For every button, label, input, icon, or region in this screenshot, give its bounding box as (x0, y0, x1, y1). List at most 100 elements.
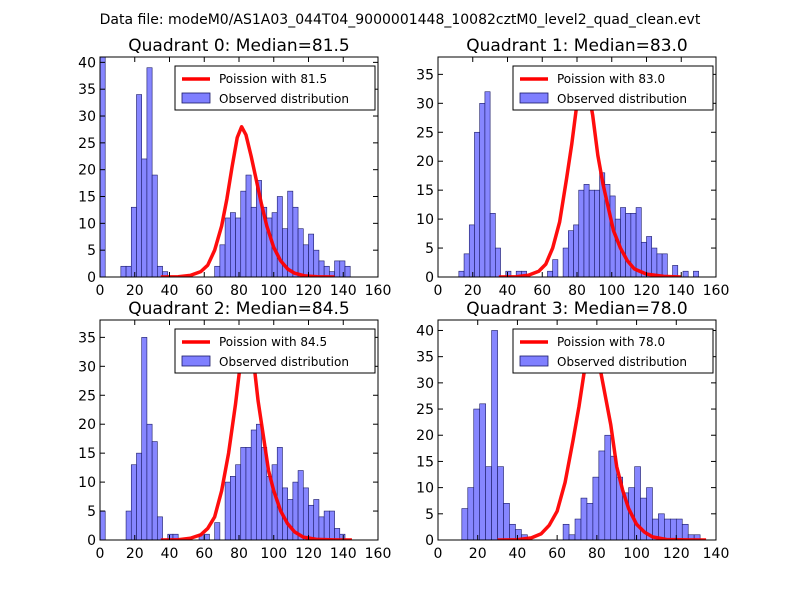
histogram-bar (256, 423, 262, 540)
x-tick-label: 140 (330, 283, 357, 299)
x-tick-label: 160 (365, 546, 392, 562)
histogram-bar (297, 470, 304, 540)
histogram-bar (219, 244, 226, 277)
x-tick-label: 40 (161, 546, 179, 562)
x-tick-label: 20 (469, 546, 487, 562)
histogram-bar (157, 516, 163, 540)
y-tick-label: 20 (78, 163, 96, 179)
histogram-bar (292, 206, 299, 277)
x-tick-label: 140 (668, 283, 695, 299)
histogram-bar (693, 270, 699, 277)
y-tick-label: 35 (78, 330, 96, 346)
y-tick-label: 25 (416, 402, 434, 418)
y-tick-label: 25 (78, 388, 96, 404)
histogram-bar (484, 91, 491, 277)
axes-frame (437, 319, 717, 541)
y-tick-label: 35 (416, 350, 434, 366)
chart-title: Quadrant 2: Median=84.5 (128, 299, 350, 319)
legend-bar-swatch (181, 92, 211, 104)
chart-title: Quadrant 1: Median=83.0 (466, 36, 688, 56)
histogram-bar (580, 497, 588, 540)
histogram-bar (162, 271, 169, 277)
histogram-bar (151, 174, 158, 277)
x-tick-label: 100 (260, 283, 287, 299)
histogram-bar (651, 247, 658, 277)
x-tick-label: 60 (533, 283, 551, 299)
histogram-bar (661, 253, 668, 277)
histogram-bar (141, 337, 148, 540)
legend-label-observed: Observed distribution (219, 355, 349, 369)
x-tick-label: 160 (365, 283, 392, 299)
histogram-bar (474, 131, 480, 277)
histogram-bar (578, 189, 585, 277)
y-tick-label: 35 (78, 82, 96, 98)
histogram-bar (586, 503, 594, 540)
x-tick-label: 140 (703, 546, 730, 562)
chart-title: Quadrant 3: Median=78.0 (466, 299, 688, 319)
histogram-bar (604, 434, 612, 540)
x-tick-label: 20 (126, 283, 144, 299)
histogram-bar (491, 330, 498, 540)
histogram-bar (329, 510, 335, 540)
histogram-bar (562, 523, 570, 540)
histogram-bar (646, 236, 653, 277)
histogram-bar (318, 260, 325, 277)
legend-box (174, 65, 376, 111)
histogram-bar (458, 270, 465, 277)
histogram-bar (334, 260, 341, 277)
histogram-bar (125, 265, 132, 277)
legend: Poission with 78.0 Observed distribution (512, 328, 714, 374)
y-tick-label: 20 (416, 154, 434, 170)
histogram-bar (562, 247, 569, 277)
histogram-bar (509, 523, 516, 540)
histogram-bar (681, 523, 689, 540)
x-tick-label: 20 (464, 283, 482, 299)
y-tick-label: 20 (78, 417, 96, 433)
x-tick-label: 80 (230, 546, 248, 562)
histogram-bar (302, 244, 309, 277)
legend: Poission with 81.5 Observed distribution (174, 65, 376, 111)
histogram-bar (297, 228, 304, 277)
histogram-bar (125, 510, 132, 540)
plot-area (100, 57, 351, 277)
y-tick-label: 5 (87, 243, 96, 259)
x-tick-label: 80 (230, 283, 248, 299)
x-tick-label: 100 (598, 283, 625, 299)
histogram-bar (495, 247, 501, 277)
y-tick-label: 5 (425, 241, 434, 257)
y-tick-label: 5 (425, 507, 434, 523)
histogram-bar (625, 213, 632, 277)
chart-panel-2: Quadrant 2: Median=84.50 20 40 60 80 100 120 14… (78, 299, 391, 562)
chart-panel-3: Quadrant 3: Median=78.00 20 40 60 80 100 120 14… (416, 299, 729, 562)
histogram-bar (594, 189, 600, 277)
histogram-bar (574, 518, 582, 540)
histogram-bar (313, 499, 320, 540)
histogram-bar (588, 189, 595, 277)
histogram-bar (670, 518, 677, 540)
histogram-bar (682, 270, 689, 277)
histogram-bar (302, 487, 309, 540)
y-tick-label: 30 (78, 359, 96, 375)
y-tick-label: 15 (416, 183, 434, 199)
histogram-bar (250, 206, 257, 277)
x-tick-label: 40 (499, 283, 517, 299)
x-tick-label: 40 (509, 546, 527, 562)
histogram-bar (473, 408, 481, 540)
histogram-bar (245, 174, 252, 277)
histogram-bar (664, 518, 671, 540)
x-tick-label: 80 (588, 546, 606, 562)
y-tick-label: 10 (78, 216, 96, 232)
plot-area (100, 329, 352, 540)
legend-bar-swatch (181, 355, 211, 367)
histogram-bar (467, 487, 475, 540)
y-tick-label: 0 (87, 533, 96, 549)
x-tick-label: 140 (330, 546, 357, 562)
legend: Poission with 83.0 Observed distribution (512, 65, 714, 111)
x-tick-label: 0 (96, 546, 105, 562)
histogram-bar (547, 270, 553, 277)
chart-title: Quadrant 0: Median=81.5 (128, 36, 350, 56)
histogram-bar (479, 103, 486, 277)
legend-label-observed: Observed distribution (557, 92, 687, 106)
histogram-bar (620, 207, 626, 277)
